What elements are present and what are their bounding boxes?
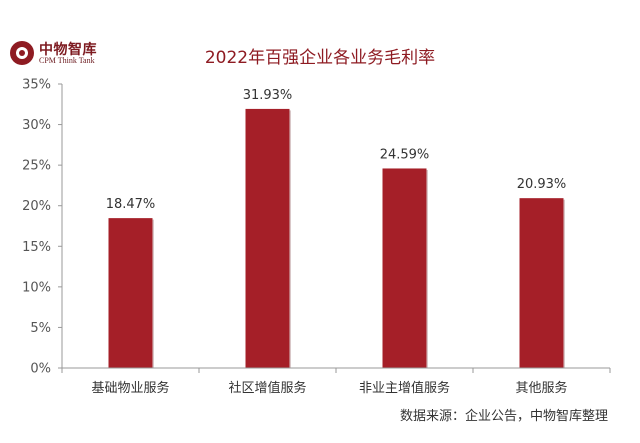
x-axis: 基础物业服务 社区增值服务 非业主增值服务 其他服务 (61, 367, 611, 396)
y-tick-label: 0% (30, 362, 51, 377)
y-tick-label: 35% (22, 78, 51, 93)
data-label: 31.93% (243, 88, 293, 103)
x-tick-label: 其他服务 (515, 380, 567, 396)
y-tick-label: 15% (22, 240, 51, 255)
logo-name: 中物智库 (39, 42, 97, 58)
y-tick-label: 10% (22, 280, 51, 295)
bars: 18.47% 31.93% 24.59% 20.93% (106, 88, 567, 368)
y-tick-label: 5% (30, 321, 51, 336)
bar (108, 218, 153, 368)
logo-emblem-icon (10, 41, 34, 65)
x-tick-label: 基础物业服务 (91, 380, 169, 396)
bar (245, 108, 290, 368)
data-label: 18.47% (106, 197, 156, 212)
data-label: 20.93% (517, 177, 567, 192)
data-label: 24.59% (380, 147, 430, 162)
y-tick-label: 30% (22, 118, 51, 133)
source-note: 数据来源：企业公告，中物智库整理 (399, 409, 608, 424)
x-tick-label: 社区增值服务 (228, 380, 306, 396)
logo-subtitle: CPM Think Tank (39, 56, 95, 65)
bar (382, 168, 427, 368)
chart-title: 2022年百强企业各业务毛利率 (204, 48, 436, 68)
x-tick-label: 非业主增值服务 (359, 380, 450, 396)
y-tick-label: 25% (22, 159, 51, 174)
logo: 中物智库 CPM Think Tank (10, 40, 118, 70)
y-tick-label: 20% (22, 199, 51, 214)
y-axis: 0% 5% 10% 15% 20% 25% 30% 35% (22, 78, 63, 377)
bar (519, 198, 564, 368)
